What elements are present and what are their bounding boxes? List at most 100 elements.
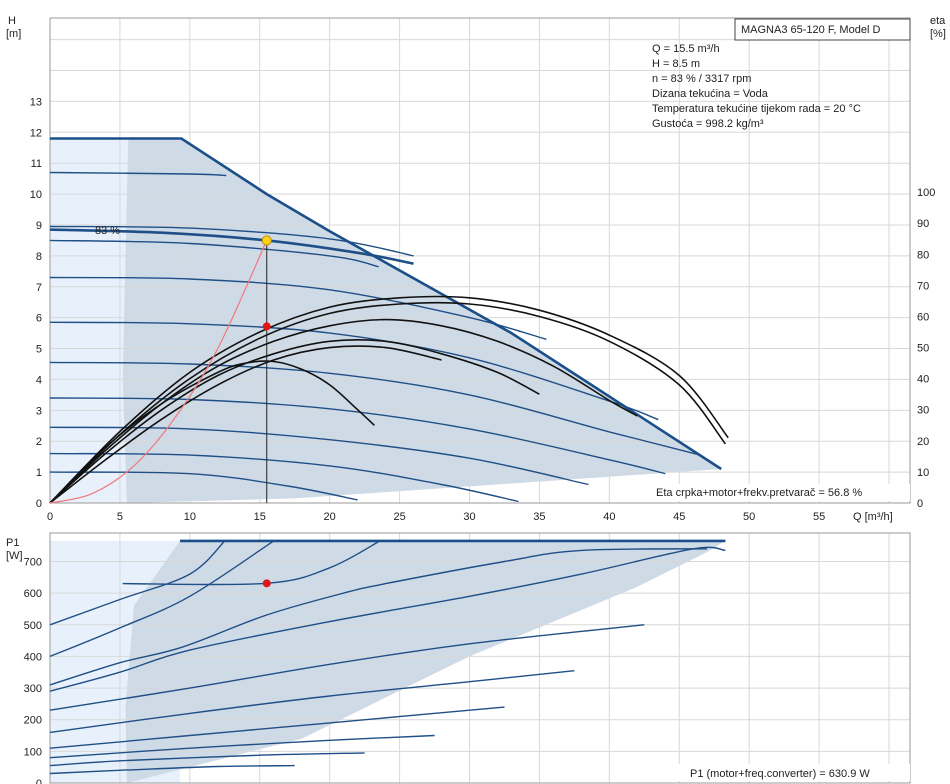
- pump-head-curve: [49, 239, 379, 268]
- eta-tick-label: 20: [917, 436, 929, 448]
- power-curve: [49, 548, 708, 686]
- flow-tick-label: 0: [47, 511, 53, 523]
- flow-tick-label: 20: [324, 511, 336, 523]
- flow-tick-label: 25: [393, 511, 405, 523]
- flow-tick-label: 35: [533, 511, 545, 523]
- efficiency-note-box: [652, 484, 910, 501]
- head-tick-label: 0: [36, 498, 42, 510]
- operating-region-layer: [50, 138, 726, 783]
- power-curve: [49, 734, 435, 759]
- eta-tick-label: 70: [917, 280, 929, 292]
- head-tick-label: 10: [30, 189, 42, 201]
- power-curve: [49, 540, 275, 658]
- pump-head-curve: [49, 171, 227, 177]
- power-tick-label: 400: [24, 651, 42, 663]
- power-curve: [49, 624, 645, 711]
- eta-axis-title-line2: [%]: [930, 28, 946, 40]
- head-tick-label: 12: [30, 127, 42, 139]
- pump-head-curve: [49, 471, 358, 501]
- eta-tick-label: 90: [917, 218, 929, 230]
- eta-tick-label: 40: [917, 374, 929, 386]
- power-tick-label: 500: [24, 620, 42, 632]
- flow-tick-label: 40: [603, 511, 615, 523]
- power-curve: [49, 752, 365, 767]
- flow-tick-label: 5: [117, 511, 123, 523]
- head-tick-label: 13: [30, 96, 42, 108]
- flow-tick-label: 45: [673, 511, 685, 523]
- pump-head-curve: [49, 452, 519, 503]
- eta-tick-label: 100: [917, 187, 935, 199]
- power-tick-label: 100: [24, 746, 42, 758]
- flow-tick-label: 30: [463, 511, 475, 523]
- info-line-flow: Q = 15.5 m³/h: [652, 43, 720, 55]
- head-axis-title-line2: [m]: [6, 28, 21, 40]
- efficiency-curve: [49, 360, 375, 504]
- info-line-density: Gustoća = 998.2 kg/m³: [652, 118, 764, 130]
- power-curve: [49, 546, 726, 692]
- efficiency-curve: [49, 301, 727, 504]
- flow-tick-label: 55: [813, 511, 825, 523]
- pump-head-curve: [49, 361, 701, 456]
- efficiency-curve: [49, 345, 442, 504]
- eta-tick-label: 60: [917, 311, 929, 323]
- info-line-temperature: Temperatura tekućine tijekom rada = 20 °…: [652, 103, 861, 115]
- head-tick-label: 6: [36, 313, 42, 325]
- head-plot-frame: [49, 17, 911, 504]
- operating-point-marker: [261, 235, 272, 246]
- curves-layer: [49, 137, 729, 775]
- eta-tick-label: 10: [917, 467, 929, 479]
- power-note-box: [676, 764, 910, 781]
- flow-tick-label: 10: [184, 511, 196, 523]
- power-curve: [49, 764, 295, 775]
- power-operating-point-marker: [262, 579, 271, 588]
- system-curve: [49, 240, 268, 504]
- power-tick-label: 0: [36, 778, 42, 784]
- pump-head-curve: [49, 228, 414, 265]
- info-line-head: H = 8.5 m: [652, 58, 700, 70]
- efficiency-note: Eta crpka+motor+frekv.pretvarač = 56.8 %: [656, 487, 862, 499]
- head-tick-label: 9: [36, 220, 42, 232]
- power-axis-title-line1: P1: [6, 537, 19, 549]
- head-tick-label: 7: [36, 282, 42, 294]
- power-tick-label: 700: [24, 556, 42, 568]
- head-tick-label: 8: [36, 251, 42, 263]
- model-title-box: [734, 18, 911, 41]
- eta-tick-label: 80: [917, 249, 929, 261]
- power-operating-region: [125, 540, 726, 783]
- head-tick-label: 2: [36, 436, 42, 448]
- head-axis-title-line1: H: [8, 15, 16, 27]
- power-axis-title-line2: [W]: [6, 550, 23, 562]
- pump-head-curve: [49, 397, 666, 475]
- power-curve: [49, 706, 505, 749]
- efficiency-curve: [49, 318, 638, 504]
- efficiency-curve: [49, 295, 729, 504]
- power-tick-label: 300: [24, 683, 42, 695]
- flow-axis-title: Q [m³/h]: [853, 511, 893, 523]
- flow-tick-label: 15: [254, 511, 266, 523]
- info-line-liquid: Dizana tekućina = Voda: [652, 88, 769, 100]
- power-curve: [122, 540, 381, 586]
- speed-curve-label: 83 %: [95, 225, 120, 237]
- info-line-speed: n = 83 % / 3317 rpm: [652, 73, 751, 85]
- head-tick-label: 11: [31, 158, 42, 170]
- efficiency-curve: [49, 339, 540, 504]
- power-note: P1 (motor+freq.converter) = 630.9 W: [690, 768, 870, 780]
- labels-layer: 0 5 10 15 20 25 30 35 40 45 50 55012345678910111213…: [24, 96, 936, 784]
- pump-head-curve: [49, 426, 589, 486]
- flow-tick-label: 50: [743, 511, 755, 523]
- power-tick-label: 200: [24, 715, 42, 727]
- eta-axis-title-line1: eta: [930, 15, 946, 27]
- eta-tick-label: 50: [917, 343, 929, 355]
- pump-head-curve: [49, 276, 547, 340]
- eta-tick-label: 0: [917, 498, 923, 510]
- pump-head-curve: [49, 225, 414, 257]
- max-head-curve: [50, 137, 722, 471]
- head-tick-label: 3: [36, 405, 42, 417]
- power-tick-label: 600: [24, 588, 42, 600]
- head-tick-label: 1: [36, 467, 42, 479]
- efficiency-point-marker: [262, 322, 271, 331]
- power-plot-frame: [49, 532, 911, 784]
- model-title: MAGNA3 65-120 F, Model D: [741, 24, 880, 36]
- power-curve: [49, 540, 226, 626]
